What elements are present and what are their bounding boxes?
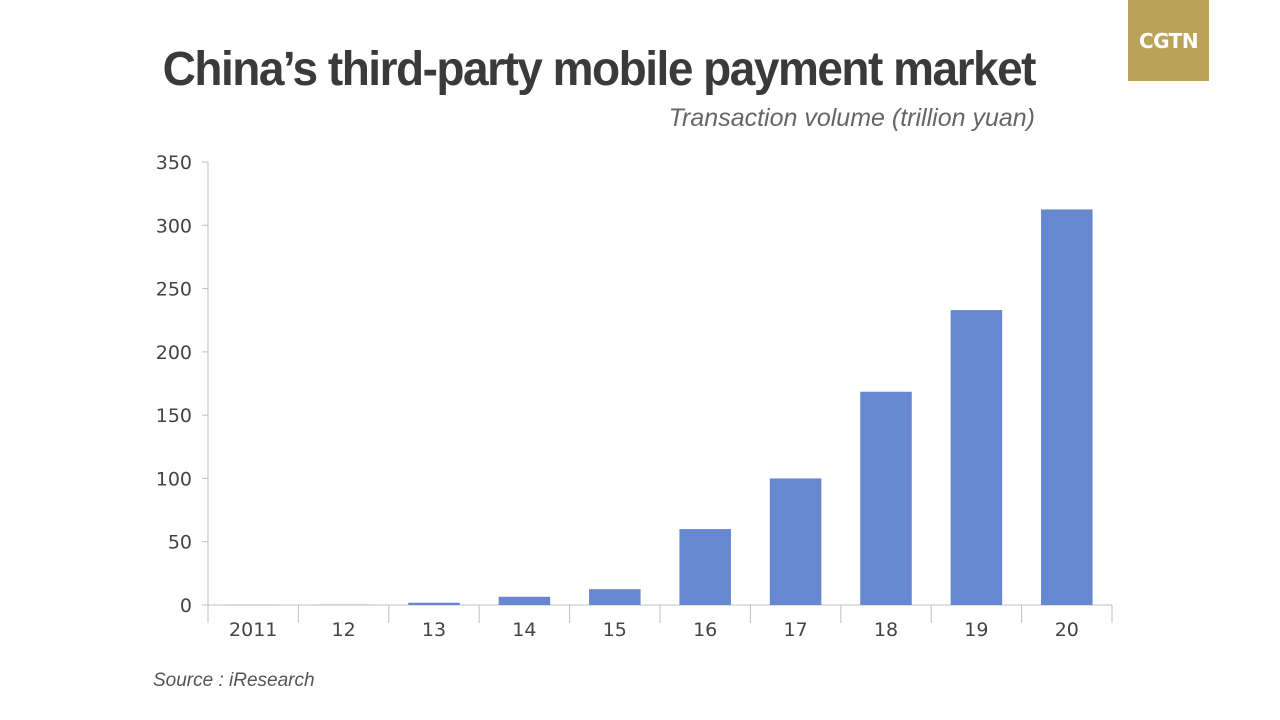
bar-17 [769, 478, 822, 605]
bar-15 [589, 589, 641, 605]
x-tick-label: 12 [332, 619, 356, 641]
bar-19 [950, 310, 1003, 605]
y-tick-label: 250 [156, 279, 192, 301]
chart-bars [227, 209, 1093, 605]
x-tick-label: 13 [422, 619, 446, 641]
cgtn-logo: CGTN [1128, 0, 1209, 81]
y-tick-label: 50 [168, 532, 192, 554]
x-tick-label: 16 [693, 619, 717, 641]
y-tick-label: 0 [180, 595, 192, 617]
x-tick-label: 14 [512, 619, 536, 641]
y-axis-ticks: 0 50 100 150 200 250 300 350 [156, 152, 208, 617]
y-tick-label: 350 [156, 152, 192, 174]
x-tick-label: 18 [874, 619, 898, 641]
chart-title: China’s third-party mobile payment marke… [162, 41, 1037, 96]
y-tick-label: 200 [156, 342, 192, 364]
bar-14 [498, 596, 551, 605]
x-tick-label: 2011 [229, 619, 277, 641]
x-axis-ticks: 2011 12 13 14 15 16 17 18 19 20 [207, 605, 1113, 641]
x-tick-label: 20 [1055, 619, 1079, 641]
bar-16 [679, 529, 731, 605]
x-tick-label: 15 [603, 619, 627, 641]
chart-subtitle: Transaction volume (trillion yuan) [668, 104, 1035, 132]
bar-18 [860, 391, 912, 605]
bar-20 [1041, 209, 1093, 605]
y-tick-label: 100 [156, 468, 192, 490]
source-note: Source : iResearch [153, 670, 315, 691]
y-tick-label: 300 [156, 215, 192, 237]
x-tick-label: 17 [784, 619, 808, 641]
bar-13 [408, 602, 460, 605]
x-tick-label: 19 [964, 619, 988, 641]
y-tick-label: 150 [156, 405, 192, 427]
